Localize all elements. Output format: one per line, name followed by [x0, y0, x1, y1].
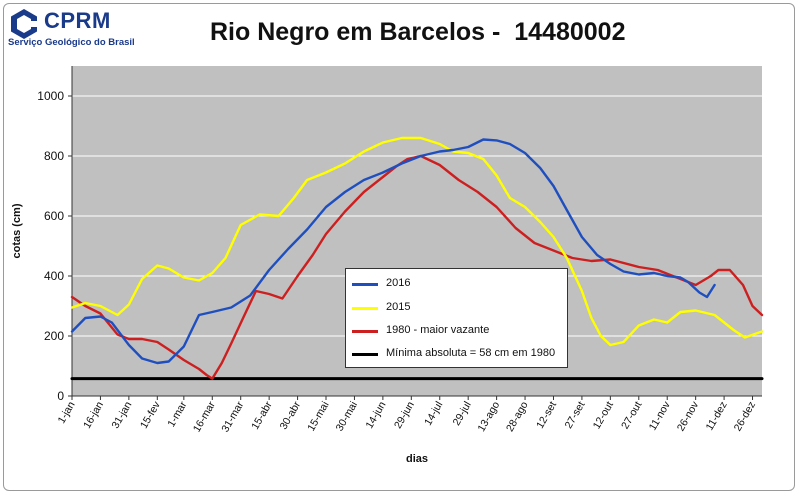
x-tick-label: 29-jun — [392, 399, 417, 430]
x-tick-label: 26-nov — [675, 399, 702, 433]
x-tick-label: 1-mar — [165, 399, 189, 429]
chart-title: Rio Negro em Barcelos - 14480002 — [210, 18, 626, 46]
x-tick-label: 26-dez — [732, 400, 758, 434]
x-tick-label: 27-set — [563, 399, 588, 430]
logo-name: CPRM — [44, 8, 111, 33]
x-tick-label: 29-jul — [451, 400, 474, 428]
x-tick-label: 27-out — [619, 399, 644, 431]
x-tick-label: 31-mar — [219, 399, 246, 434]
series-line-0 — [70, 138, 716, 365]
legend-swatch — [352, 307, 378, 310]
logo-subtitle: Serviço Geológico do Brasil — [8, 37, 135, 48]
chart-legend: 2016 2015 1980 - maior vazante Mínima ab… — [345, 268, 568, 368]
series-line-2 — [70, 154, 764, 380]
x-tick-label: 16-mar — [191, 399, 218, 434]
legend-label: Mínima absoluta = 58 cm em 1980 — [386, 347, 556, 359]
series-lines — [70, 136, 764, 381]
x-tick-label: 15-abr — [249, 399, 275, 432]
x-tick-label: 14-jul — [422, 400, 445, 428]
x-tick-label: 30-mai — [334, 400, 360, 434]
x-tick-label: 13-ago — [475, 399, 502, 433]
y-tick-label: 800 — [44, 149, 64, 163]
legend-swatch — [352, 330, 378, 333]
x-tick-label: 11-nov — [647, 399, 673, 433]
y-tick-label: 600 — [44, 209, 64, 223]
legend-swatch — [352, 283, 378, 286]
x-tick-label: 15-fev — [138, 399, 163, 431]
series-line-1 — [70, 136, 764, 347]
x-tick-label: 16-jan — [81, 399, 106, 430]
x-tick-label: 31-jan — [109, 399, 134, 430]
legend-swatch — [352, 353, 378, 356]
y-tick-label: 400 — [44, 269, 64, 283]
x-axis-label: dias — [406, 453, 428, 465]
legend-label: 2015 — [386, 301, 411, 313]
y-tick-label: 1000 — [37, 89, 64, 103]
x-tick-label: 30-abr — [278, 399, 304, 432]
cprm-logo: CPRM Serviço Geológico do Brasil — [8, 6, 158, 48]
x-tick-label: 11-dez — [704, 400, 730, 433]
x-tick-label: 28-ago — [504, 399, 531, 433]
x-tick-label: 14-jun — [363, 399, 388, 430]
cprm-logo-icon — [11, 9, 38, 39]
x-tick-label: 15-mai — [305, 400, 331, 434]
x-tick-label: 12-out — [591, 399, 616, 431]
y-axis-label: cotas (cm) — [11, 203, 23, 258]
legend-label: 2016 — [386, 277, 411, 289]
y-axis-ticks: 0 200 400 600 800 1000 — [37, 89, 72, 403]
x-tick-label: 12-set — [534, 399, 559, 430]
y-tick-label: 0 — [57, 389, 64, 403]
legend-label: 1980 - maior vazante — [386, 324, 490, 336]
y-tick-label: 200 — [44, 329, 64, 343]
x-tick-label: 1-jan — [56, 399, 78, 425]
